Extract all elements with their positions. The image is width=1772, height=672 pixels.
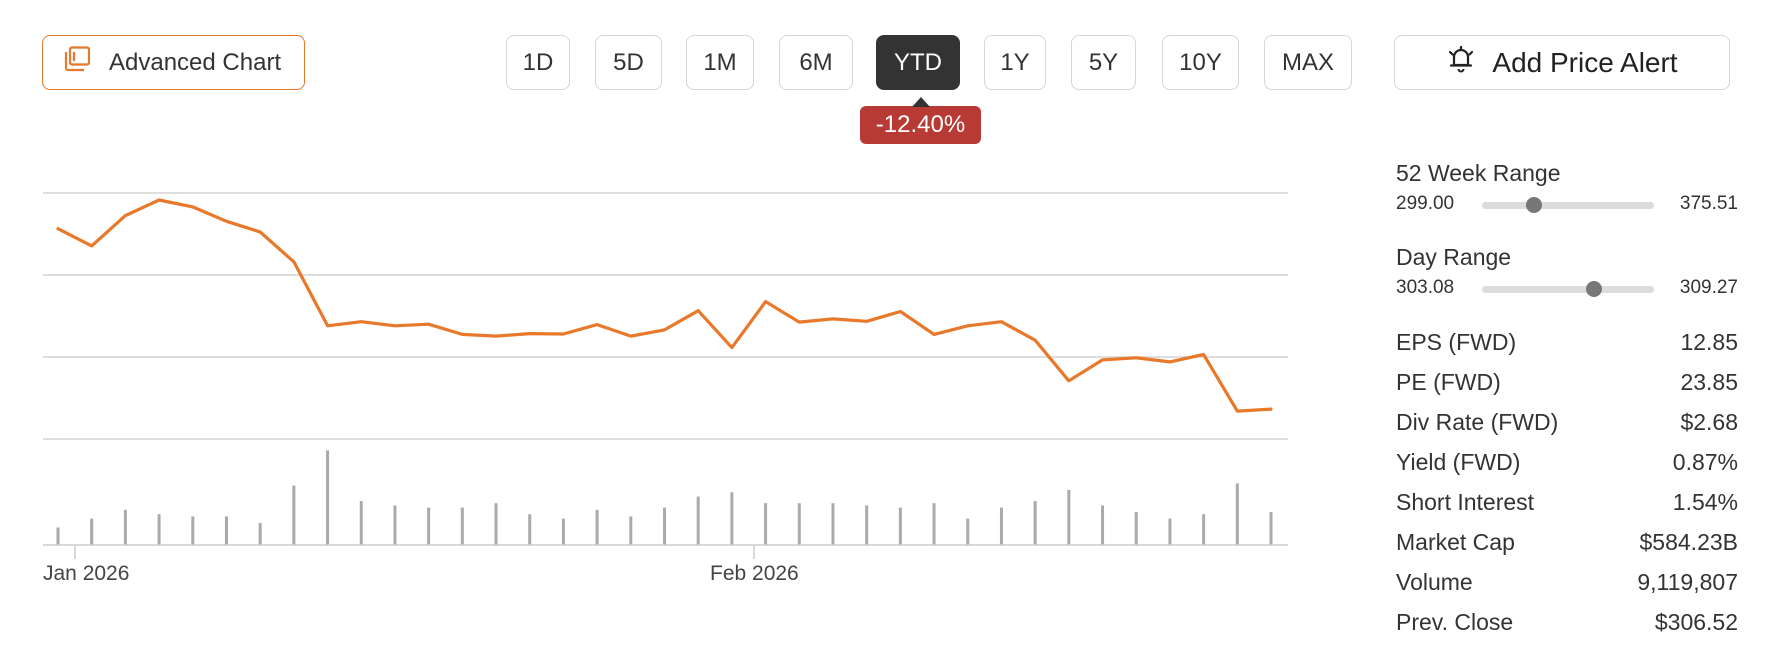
volume-bar xyxy=(528,514,532,545)
week52-high: 375.51 xyxy=(1679,193,1738,214)
stat-value: $2.68 xyxy=(1680,408,1738,435)
stat-value: $584.23B xyxy=(1639,528,1738,555)
advanced-chart-button[interactable]: Advanced Chart xyxy=(42,35,305,90)
stat-label: Volume xyxy=(1396,568,1473,595)
stat-row: Short Interest 1.54% xyxy=(1396,482,1738,522)
week52-range-title: 52 Week Range xyxy=(1396,160,1561,186)
day-low: 303.08 xyxy=(1396,277,1455,298)
volume-bar xyxy=(359,501,363,545)
volume-bar xyxy=(1134,512,1138,545)
stat-label: EPS (FWD) xyxy=(1396,328,1517,355)
stat-value: $306.52 xyxy=(1654,608,1738,635)
volume-bar xyxy=(1067,490,1071,545)
range-button-1d[interactable]: 1D xyxy=(506,35,570,90)
add-price-alert-button[interactable]: Add Price Alert xyxy=(1394,35,1730,90)
advanced-chart-label: Advanced Chart xyxy=(109,48,282,76)
stat-label: Prev. Close xyxy=(1396,608,1514,635)
stat-row: Prev. Close $306.52 xyxy=(1396,602,1738,642)
stat-label: Short Interest xyxy=(1396,488,1535,515)
volume-bar xyxy=(831,503,835,545)
price-line xyxy=(56,198,1273,413)
x-tick-label: Jan 2026 xyxy=(43,562,129,585)
stat-value: 12.85 xyxy=(1680,328,1738,355)
day-range: Day Range 303.08 309.27 xyxy=(1396,244,1738,301)
stat-label: PE (FWD) xyxy=(1396,368,1501,395)
stat-row: Market Cap $584.23B xyxy=(1396,522,1738,562)
volume-bar xyxy=(595,509,599,545)
stat-row: Div Rate (FWD) $2.68 xyxy=(1396,402,1738,442)
range-button-1m[interactable]: 1M xyxy=(686,35,754,90)
stat-row: Yield (FWD) 0.87% xyxy=(1396,442,1738,482)
volume-bar xyxy=(898,507,902,545)
day-high: 309.27 xyxy=(1679,277,1738,298)
change-value: -12.40% xyxy=(875,111,966,138)
volume-bar xyxy=(90,518,94,545)
stat-value: 0.87% xyxy=(1672,448,1738,475)
volume-bar xyxy=(966,518,970,545)
volume-bar xyxy=(191,516,195,545)
volume-bar xyxy=(764,503,768,545)
volume-bar xyxy=(865,505,869,545)
volume-bar xyxy=(393,505,397,545)
range-button-max[interactable]: MAX xyxy=(1264,35,1352,90)
stat-row: PE (FWD) 23.85 xyxy=(1396,362,1738,402)
stat-value: 23.85 xyxy=(1680,368,1738,395)
stat-label: Market Cap xyxy=(1396,528,1515,555)
range-button-5y[interactable]: 5Y xyxy=(1071,35,1136,90)
week52-low: 299.00 xyxy=(1396,193,1455,214)
bell-icon xyxy=(1446,44,1476,81)
volume-bar xyxy=(460,507,464,545)
volume-bar xyxy=(730,492,734,545)
change-badge: -12.40% xyxy=(860,97,981,144)
day-marker xyxy=(1585,281,1602,297)
day-track xyxy=(1482,281,1654,297)
week52-range: 52 Week Range 299.00 375.51 xyxy=(1396,160,1738,217)
volume-bar xyxy=(1202,514,1206,545)
volume-bar xyxy=(157,514,161,545)
volume-bar xyxy=(292,485,296,545)
range-button-6m[interactable]: 6M xyxy=(779,35,853,90)
volume-bar xyxy=(696,496,700,545)
volume-bar xyxy=(797,503,801,545)
volume-bar xyxy=(999,507,1003,545)
volume-bar xyxy=(123,509,127,545)
stat-value: 1.54% xyxy=(1672,488,1738,515)
volume-bar xyxy=(224,516,228,545)
stat-label: Div Rate (FWD) xyxy=(1396,408,1559,435)
volume-bar xyxy=(56,527,60,545)
range-button-ytd[interactable]: YTD xyxy=(876,35,960,90)
volume-bar xyxy=(663,507,666,545)
add-price-alert-label: Add Price Alert xyxy=(1492,46,1678,78)
stat-row: EPS (FWD) 12.85 xyxy=(1396,322,1738,362)
volume-bar xyxy=(258,523,262,545)
volume-bar xyxy=(1033,501,1037,545)
day-range-title: Day Range xyxy=(1396,244,1512,270)
week52-track xyxy=(1482,197,1654,213)
volume-bar xyxy=(932,503,936,545)
week52-marker xyxy=(1525,197,1542,213)
volume-bar xyxy=(494,503,498,545)
stat-label: Yield (FWD) xyxy=(1396,448,1521,475)
range-button-10y[interactable]: 10Y xyxy=(1162,35,1239,90)
stat-value: 9,119,807 xyxy=(1637,568,1738,595)
stat-row: Volume 9,119,807 xyxy=(1396,562,1738,602)
x-tick-label: Feb 2026 xyxy=(710,562,799,585)
volume-bar xyxy=(1101,505,1105,545)
volume-bar xyxy=(1168,518,1172,545)
range-button-5d[interactable]: 5D xyxy=(595,35,662,90)
volume-bar xyxy=(427,507,431,545)
range-button-1y[interactable]: 1Y xyxy=(984,35,1046,90)
volume-bar xyxy=(629,516,633,545)
volume-bar xyxy=(1235,483,1239,545)
chart-stack-icon xyxy=(63,46,91,79)
volume-bar xyxy=(561,518,565,545)
volume-bar xyxy=(326,450,330,545)
volume-bar xyxy=(1269,512,1273,545)
